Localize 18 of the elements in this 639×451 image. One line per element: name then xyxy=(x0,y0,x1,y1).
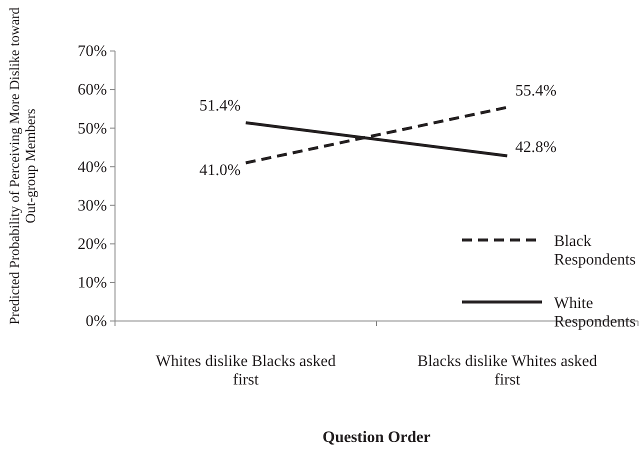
y-tick-label: 20% xyxy=(78,236,107,253)
y-tick-label: 0% xyxy=(86,313,107,330)
x-tick-label: Whites dislike Blacks asked first xyxy=(156,353,336,388)
y-axis-title: Predicted Probability of Perceiving More Dislike toward Out-group Members xyxy=(8,7,40,325)
data-label: 41.0% xyxy=(199,162,241,179)
legend-label: Black Respondents xyxy=(554,233,636,268)
x-tick-label: Blacks dislike Whites asked first xyxy=(417,353,598,388)
x-axis-title: Question Order xyxy=(322,429,430,446)
data-label: 55.4% xyxy=(515,82,557,100)
y-tick-label: 60% xyxy=(78,82,107,99)
y-tick-label: 30% xyxy=(78,197,107,214)
y-tick-label: 40% xyxy=(78,158,107,176)
data-label: 42.8% xyxy=(515,138,557,156)
data-label: 51.4% xyxy=(199,98,241,115)
y-tick-label: 50% xyxy=(78,120,107,138)
y-tick-label: 70% xyxy=(78,43,107,60)
legend-label: White Respondents xyxy=(554,295,636,330)
y-tick-label: 10% xyxy=(78,274,107,292)
